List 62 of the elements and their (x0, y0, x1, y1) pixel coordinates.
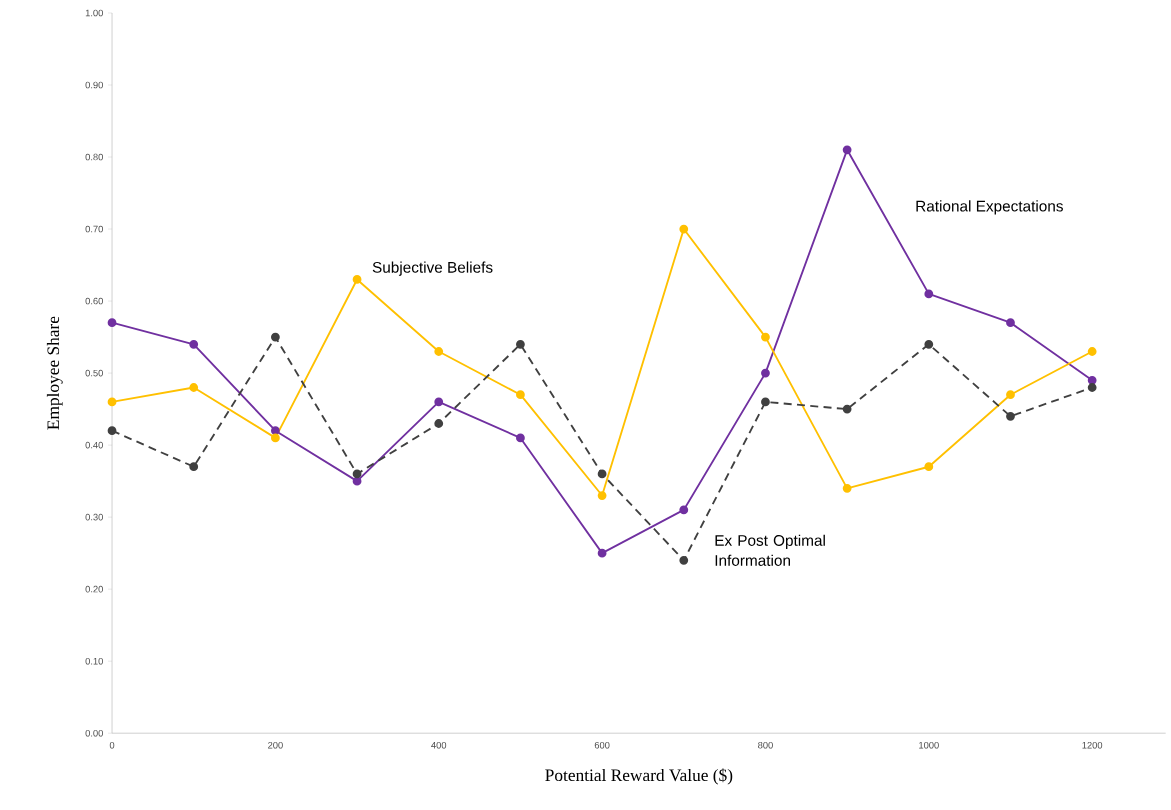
point (842, 404, 852, 414)
point (434, 346, 444, 356)
point (189, 382, 199, 392)
point (924, 339, 934, 349)
point (270, 332, 280, 342)
x-tick-label: 600 (594, 741, 610, 749)
y-tick-label: 0.70 (85, 225, 103, 233)
point (924, 289, 934, 299)
y-tick-label: 0.50 (85, 369, 103, 377)
point (924, 462, 934, 472)
y-tick-label: 1.00 (85, 9, 103, 17)
point (189, 462, 199, 472)
point (107, 426, 117, 436)
x-axis-title: Potential Reward Value ($) (545, 768, 733, 785)
series-label: Rational Expectations (916, 200, 1063, 215)
point (842, 483, 852, 493)
point (352, 469, 362, 479)
point (679, 555, 689, 565)
y-tick-label: 0.80 (85, 153, 103, 161)
point (761, 368, 770, 378)
series-label: Ex Post Optimal Information (715, 534, 825, 566)
point (107, 397, 117, 407)
x-tick-label: 1200 (1082, 741, 1103, 749)
series-label: Subjective Beliefs (372, 261, 493, 276)
point (761, 397, 770, 407)
point (1006, 390, 1015, 399)
y-axis-title: Employee Share (46, 316, 63, 430)
point (270, 433, 280, 443)
point (1006, 411, 1015, 421)
point (516, 433, 525, 443)
point (516, 339, 525, 349)
x-tick-label: 1000 (919, 741, 939, 749)
y-tick-label: 0.30 (85, 513, 103, 521)
point (434, 418, 444, 428)
point (597, 491, 607, 500)
point (761, 332, 770, 342)
point (679, 505, 689, 515)
point (1087, 346, 1097, 356)
y-tick-label: 0.00 (85, 729, 103, 737)
point (352, 476, 362, 486)
point (1087, 382, 1097, 392)
point (352, 274, 362, 284)
y-tick-label: 0.90 (85, 81, 103, 89)
point (597, 548, 607, 558)
point (1087, 375, 1097, 385)
y-tick-label: 0.60 (85, 297, 103, 305)
point (1006, 318, 1015, 327)
x-tick-label: 400 (431, 741, 447, 749)
y-tick-label: 0.20 (85, 585, 103, 593)
point (597, 469, 607, 479)
x-tick-label: 0 (109, 741, 115, 749)
x-tick-label: 200 (268, 741, 283, 749)
point (516, 390, 525, 399)
y-tick-label: 0.40 (85, 441, 103, 449)
point (107, 318, 117, 327)
point (189, 339, 199, 349)
point (842, 145, 852, 155)
point (270, 426, 280, 436)
x-tick-label: 800 (758, 741, 773, 749)
y-tick-label: 0.10 (85, 657, 103, 665)
point (434, 397, 444, 407)
point (679, 224, 689, 234)
